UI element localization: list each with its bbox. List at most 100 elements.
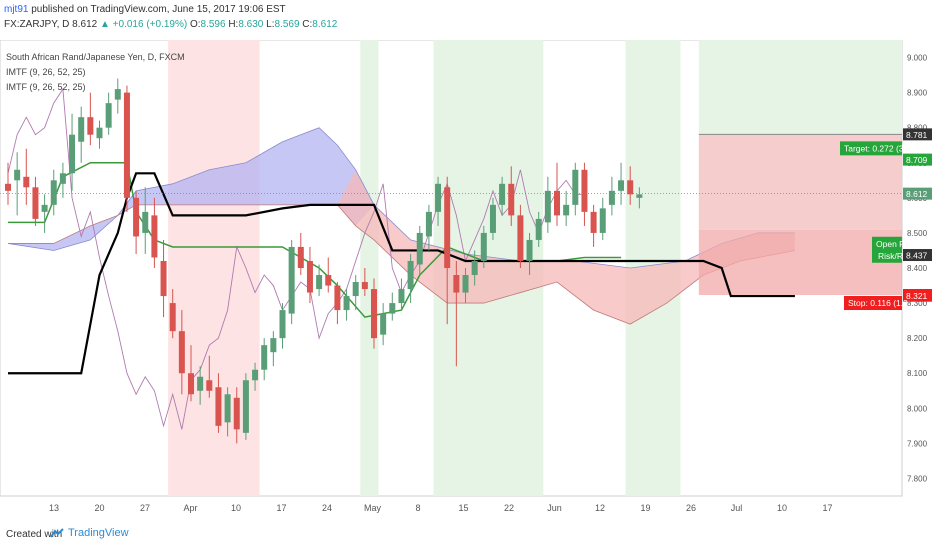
risk-label: Risk/R (878, 251, 903, 261)
target-zone-upper (698, 40, 902, 135)
open-pl-label: Open P& (876, 239, 911, 249)
candle-body (32, 187, 39, 219)
price-label-last: 8.612 (906, 189, 928, 199)
stop-label-bg (844, 296, 902, 311)
candle-body (151, 215, 158, 258)
x-tick-label: 12 (595, 503, 605, 513)
publisher-link[interactable]: mjt91 (4, 4, 29, 15)
tradingview-logo-icon (50, 528, 64, 538)
open-value: 8.596 (200, 19, 226, 30)
candle-body (297, 246, 304, 268)
candle-body (224, 394, 231, 423)
candle-body (389, 303, 396, 314)
candle-body (114, 89, 121, 100)
candle-body (343, 296, 350, 311)
candle-body (352, 282, 359, 297)
target-label: Target: 0.272 (3.2 (844, 143, 911, 153)
price-label-open-pl: 8.437 (906, 251, 928, 261)
candle-body (261, 345, 268, 370)
kijun-line (8, 172, 795, 375)
tradingview-brand: TradingView (68, 527, 129, 539)
candle-body (288, 246, 295, 314)
candle-body (160, 260, 167, 297)
highlight-region (360, 40, 379, 496)
candle-body (407, 260, 414, 290)
candle-body (471, 260, 478, 276)
lagging-line (7, 87, 585, 430)
y-tick-label: 8.100 (907, 369, 928, 378)
close-value: 8.612 (312, 19, 338, 30)
tradingview-logo[interactable]: TradingView (50, 527, 129, 539)
candle-body (215, 387, 222, 426)
candle-body (178, 331, 185, 374)
y-tick-label: 8.400 (907, 264, 928, 273)
candle-body (59, 173, 66, 184)
price-chart[interactable]: 13 20 27 Apr 10 17 24 May 8 15 22 Jun 12 19 26 Jul 10 17 9… (0, 40, 932, 520)
candle-body (41, 204, 48, 212)
candle-body (526, 239, 533, 261)
low-label: L: (266, 19, 275, 30)
y-tick-label: 8.800 (907, 124, 928, 133)
change-value: +0.016 (+0.19%) (112, 19, 188, 30)
candle-body (425, 211, 432, 237)
y-tick-label: 8.000 (907, 404, 928, 413)
price-label-entry-top: 8.709 (906, 155, 928, 165)
x-tick-label: 8 (415, 503, 420, 513)
x-tick-label: 15 (458, 503, 468, 513)
candle-body (242, 380, 249, 433)
symbol-ohlc-bar: FX:ZARJPY, D 8.612 ▲ +0.016 (+0.19%) O:8… (4, 19, 337, 30)
y-tick-label: 7.900 (907, 439, 928, 448)
candle-body (581, 169, 588, 212)
candle-body (206, 380, 213, 391)
candle-body (361, 282, 368, 290)
candle-body (14, 169, 21, 181)
candle-body (535, 218, 542, 240)
candle-body (453, 275, 460, 293)
cloud-bullish (8, 127, 374, 251)
candle-body (572, 169, 579, 205)
candle-body (23, 176, 30, 188)
candle-body (371, 289, 377, 339)
legend-indicator-2: IMTF (9, 26, 52, 25) (6, 82, 86, 92)
high-label: H: (228, 19, 239, 30)
last-price: 8.612 (72, 19, 98, 30)
candle-body (316, 275, 323, 290)
price-label-target-line-bg (903, 128, 932, 141)
cloud-bearish (337, 169, 795, 325)
candle-body (444, 187, 451, 268)
candle-body (608, 190, 615, 205)
legend-title: South African Rand/Japanese Yen, D, FXCM (6, 52, 185, 62)
candle-body (480, 232, 487, 261)
legend-indicator-1: IMTF (9, 26, 52, 25) (6, 67, 86, 77)
x-tick-label: Jun (547, 503, 562, 513)
x-tick-label: 24 (322, 503, 332, 513)
candle-body (169, 303, 176, 332)
x-tick-label: 17 (822, 503, 832, 513)
price-label-target-line: 8.781 (906, 130, 928, 140)
target-label-bg (840, 141, 902, 156)
candle-body (590, 211, 597, 233)
candle-body (398, 289, 405, 304)
price-label-last-bg (903, 187, 932, 200)
candle-body (416, 232, 423, 265)
candle-body (306, 260, 313, 293)
symbol-label[interactable]: FX:ZARJPY, D (4, 19, 70, 30)
candle-body (636, 194, 643, 198)
stop-zone (698, 229, 902, 296)
published-text: published on TradingView.com, June 15, 2… (31, 4, 286, 15)
candle-body (87, 117, 94, 135)
candle-body (554, 190, 560, 216)
x-tick-label: 27 (140, 503, 150, 513)
x-tick-label: 22 (504, 503, 514, 513)
y-tick-label: 8.300 (907, 299, 928, 308)
x-tick-label: 10 (777, 503, 787, 513)
close-label: C: (302, 19, 313, 30)
x-tick-label: 17 (276, 503, 286, 513)
open-label: O: (189, 19, 201, 30)
publish-info: mjt91 published on TradingView.com, June… (4, 4, 286, 15)
low-value: 8.569 (274, 19, 300, 30)
x-tick-label: 19 (640, 503, 650, 513)
candle-body (544, 190, 551, 223)
created-with-text: Created with (6, 529, 63, 540)
candle-body (105, 103, 112, 128)
